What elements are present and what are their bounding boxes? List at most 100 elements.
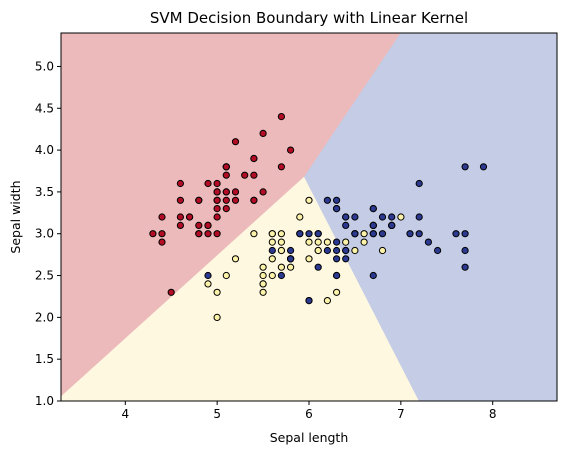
scatter-point	[277, 271, 285, 280]
scatter-point	[222, 271, 230, 280]
decision-region-blue	[304, 33, 557, 401]
scatter-point	[388, 213, 396, 221]
scatter-point	[305, 297, 313, 305]
scatter-point	[268, 238, 276, 246]
scatter-point	[204, 271, 212, 280]
scatter-point	[342, 221, 350, 229]
scatter-point	[213, 205, 221, 213]
scatter-point	[213, 179, 221, 188]
scatter-point	[415, 179, 423, 188]
scatter-point	[231, 255, 240, 263]
scatter-point	[360, 230, 368, 238]
y-tick-label: 5.0	[35, 59, 54, 73]
scatter-point	[213, 230, 221, 238]
scatter-point	[333, 205, 341, 213]
scatter-point	[287, 146, 295, 154]
x-axis-label: Sepal length	[270, 430, 349, 445]
scatter-point	[222, 188, 230, 196]
chart-title: SVM Decision Boundary with Linear Kernel	[150, 9, 468, 27]
scatter-point	[452, 230, 460, 238]
scatter-point	[351, 230, 359, 238]
scatter-point	[268, 255, 276, 263]
x-tick-label: 7	[397, 407, 405, 421]
scatter-point	[351, 213, 359, 221]
scatter-point	[195, 196, 203, 204]
scatter-point	[342, 238, 350, 246]
scatter-point	[424, 238, 432, 246]
scatter-point	[176, 221, 184, 229]
scatter-point	[314, 246, 322, 255]
scatter-point	[369, 205, 377, 213]
scatter-point	[305, 238, 313, 246]
scatter-point	[369, 271, 377, 280]
y-tick-label: 1.0	[35, 394, 54, 408]
scatter-point	[176, 196, 184, 204]
scatter-point	[314, 238, 322, 246]
scatter-point	[287, 255, 295, 263]
scatter-point	[268, 230, 276, 238]
scatter-point	[158, 230, 166, 238]
scatter-point	[378, 246, 387, 255]
scatter-point	[259, 263, 267, 271]
scatter-point	[333, 238, 341, 246]
scatter-point	[250, 171, 258, 179]
scatter-point	[176, 179, 184, 188]
scatter-point	[360, 238, 368, 246]
scatter-point	[323, 297, 331, 305]
scatter-point	[149, 230, 157, 238]
scatter-point	[259, 129, 267, 137]
scatter-point	[287, 246, 295, 255]
scatter-point	[250, 230, 258, 238]
y-tick-label: 2.0	[35, 310, 54, 324]
scatter-point	[369, 221, 377, 229]
scatter-point	[305, 196, 313, 204]
scatter-point	[479, 163, 488, 171]
scatter-point	[213, 188, 221, 196]
y-axis-label: Sepal width	[8, 180, 23, 253]
scatter-point	[305, 255, 313, 263]
scatter-point	[378, 230, 387, 238]
scatter-point	[213, 196, 221, 204]
scatter-point	[176, 213, 184, 221]
scatter-point	[222, 163, 230, 171]
scatter-point	[231, 196, 240, 204]
scatter-point	[222, 196, 230, 204]
scatter-point	[204, 280, 212, 288]
scatter-point	[186, 213, 194, 221]
scatter-point	[333, 246, 341, 255]
scatter-point	[277, 263, 285, 271]
scatter-point	[259, 188, 267, 196]
scatter-point	[378, 213, 387, 221]
scatter-point	[461, 230, 469, 238]
y-tick-label: 3.0	[35, 227, 54, 241]
scatter-point	[342, 246, 350, 255]
scatter-point	[333, 271, 341, 280]
scatter-point	[204, 221, 212, 229]
scatter-point	[268, 271, 276, 280]
scatter-point	[277, 230, 285, 238]
data-points	[149, 113, 488, 321]
scatter-point	[167, 288, 175, 296]
scatter-point	[333, 255, 341, 263]
scatter-point	[222, 205, 230, 213]
y-tick-label: 3.5	[35, 185, 54, 199]
scatter-point	[241, 171, 249, 179]
decision-regions	[61, 33, 557, 401]
scatter-point	[268, 246, 276, 255]
scatter-point	[397, 213, 405, 221]
y-tick-label: 2.5	[35, 269, 54, 283]
scatter-point	[434, 246, 442, 255]
scatter-point	[277, 238, 285, 246]
x-tick-label: 6	[305, 407, 313, 421]
scatter-point	[461, 163, 469, 171]
scatter-point	[277, 113, 285, 121]
scatter-point	[333, 288, 341, 296]
scatter-point	[342, 213, 350, 221]
scatter-point	[323, 196, 331, 204]
x-tick-label: 5	[213, 407, 221, 421]
y-axis: 1.0 1.5 2.0 2.5 3.0 3.5 4.0 4.5 5.0	[35, 59, 61, 408]
scatter-point	[259, 280, 267, 288]
scatter-point	[213, 288, 221, 296]
scatter-point	[406, 230, 414, 238]
scatter-point	[323, 246, 331, 255]
